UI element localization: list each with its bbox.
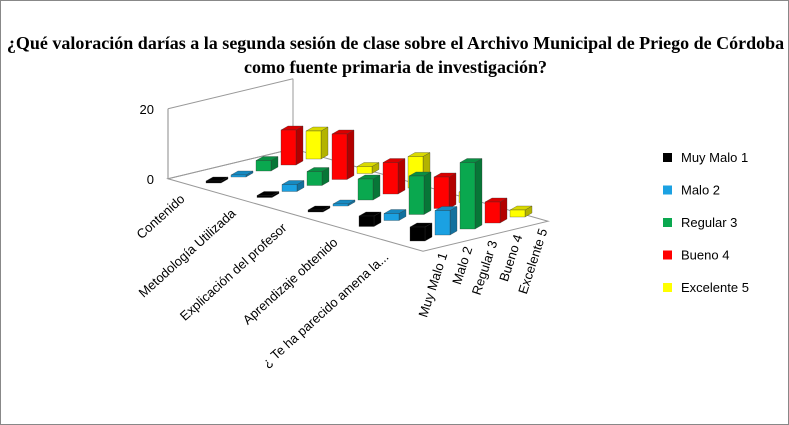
y-tick-label: 0 bbox=[147, 172, 154, 187]
legend-swatch bbox=[663, 250, 672, 260]
bar bbox=[305, 130, 322, 160]
bar-side bbox=[295, 125, 304, 166]
bar bbox=[356, 166, 373, 174]
bar-side bbox=[320, 126, 329, 160]
bar-side bbox=[474, 158, 483, 230]
legend-swatch bbox=[663, 283, 672, 292]
bar bbox=[433, 176, 450, 209]
depth-tick-label: Regular 3 bbox=[469, 239, 501, 297]
bar-side bbox=[423, 171, 432, 215]
depth-tick-label: Malo 2 bbox=[449, 245, 475, 287]
x-tick-label: Explicación del profesor bbox=[177, 220, 290, 324]
legend-label: Excelente 5 bbox=[681, 280, 749, 295]
legend-label: Malo 2 bbox=[681, 183, 720, 198]
bar bbox=[307, 209, 324, 213]
bar bbox=[509, 209, 526, 218]
bar bbox=[230, 174, 247, 178]
legend-swatch bbox=[663, 153, 672, 162]
grid-line bbox=[167, 78, 294, 110]
legend-label: Muy Malo 1 bbox=[681, 150, 748, 165]
bar bbox=[409, 226, 426, 242]
x-tick-label: ¿ Te ha parecido amena la... bbox=[259, 249, 391, 370]
bar bbox=[459, 162, 476, 230]
bar bbox=[434, 210, 451, 236]
bar bbox=[408, 175, 425, 215]
bar-side bbox=[449, 206, 458, 236]
bar bbox=[205, 180, 222, 184]
legend-label: Bueno 4 bbox=[681, 248, 729, 263]
bar-side bbox=[499, 197, 508, 224]
bar bbox=[256, 195, 273, 198]
legend-swatch bbox=[663, 185, 672, 195]
legend-swatch bbox=[663, 218, 672, 227]
bar bbox=[281, 184, 298, 192]
grid-line bbox=[167, 148, 294, 180]
legend-label: Regular 3 bbox=[681, 215, 737, 230]
bar bbox=[357, 178, 374, 201]
bar bbox=[255, 160, 272, 172]
bar-side bbox=[397, 158, 406, 195]
bar bbox=[383, 213, 400, 221]
bar-side bbox=[372, 174, 381, 201]
y-tick-label: 20 bbox=[140, 102, 154, 117]
depth-tick-label: Muy Malo 1 bbox=[415, 251, 450, 320]
bar bbox=[306, 171, 323, 186]
bar bbox=[280, 129, 297, 166]
bar bbox=[382, 162, 399, 195]
bar bbox=[332, 203, 349, 207]
bar bbox=[484, 201, 501, 224]
chart-title: ¿Qué valoración darías a la segunda sesi… bbox=[6, 33, 785, 77]
bar bbox=[331, 133, 348, 180]
x-tick-label: Contenido bbox=[133, 191, 187, 242]
bar-side bbox=[346, 129, 355, 180]
bar bbox=[358, 215, 375, 227]
bar-side bbox=[448, 172, 457, 209]
